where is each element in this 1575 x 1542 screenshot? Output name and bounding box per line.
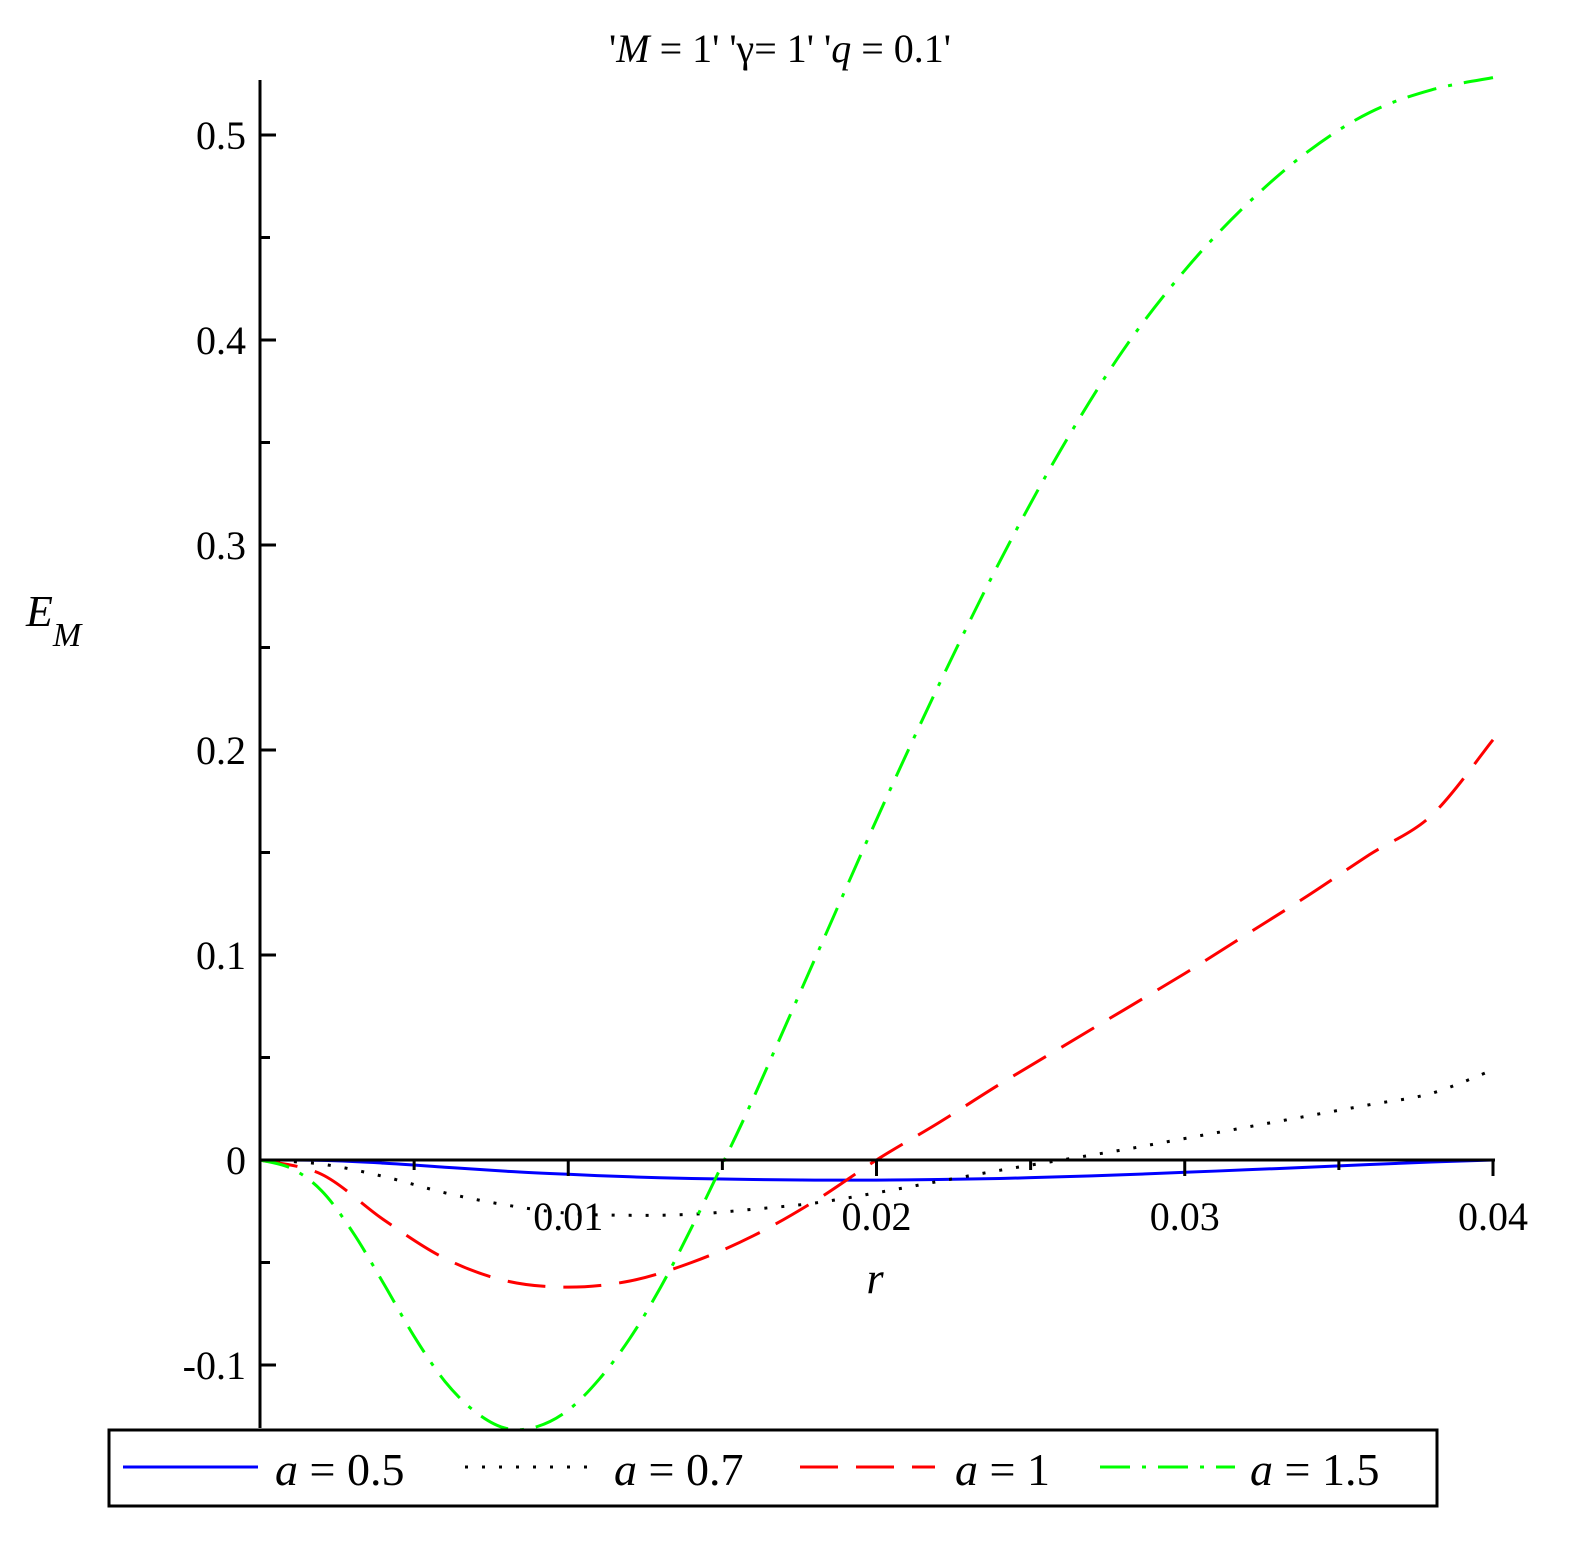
y-tick-label: 0	[226, 1138, 246, 1183]
chart-title-part: γ	[736, 26, 755, 71]
legend: a = 0.5 a = 0.7 a = 1 a = 1.5	[107, 1428, 1439, 1508]
chart-title-part: = 1' '	[650, 26, 737, 71]
plot-area	[259, 76, 1495, 1432]
legend-label-4: a = 1.5	[1250, 1444, 1379, 1495]
y-axis-label: EM	[25, 587, 83, 654]
chart-title-part: '	[609, 26, 616, 71]
x-tick-label: 0.02	[842, 1194, 912, 1239]
x-tick-label: 0.01	[533, 1194, 603, 1239]
x-ticks: 0.01 0.02 0.03 0.04	[412, 1160, 1528, 1239]
chart-title-part: = 0.1'	[851, 26, 951, 71]
y-axis-label-main: E	[25, 587, 53, 636]
x-tick-label: 0.03	[1150, 1194, 1220, 1239]
series-line-4	[259, 76, 1494, 1432]
svg-text:EM: EM	[25, 587, 83, 654]
y-tick-label: 0.4	[196, 318, 246, 363]
chart-title: 'M = 1' 'γ= 1' 'q = 0.1'	[609, 26, 951, 71]
series-line-1	[259, 1158, 1494, 1182]
y-ticks: -0.1 0 0.1 0.2 0.3 0.4 0.5	[183, 113, 276, 1388]
y-tick-label: 0.1	[196, 933, 246, 978]
chart-title-part: M	[615, 26, 652, 71]
legend-label-2: a = 0.7	[614, 1444, 743, 1495]
legend-box	[107, 1428, 1439, 1508]
x-axis-label: r	[866, 1254, 884, 1303]
y-axis-label-subscript: M	[52, 617, 83, 654]
y-tick-label: -0.1	[183, 1343, 246, 1388]
chart-title-part: q	[831, 26, 851, 71]
legend-label-3: a = 1	[955, 1444, 1050, 1495]
x-tick-label: 0.04	[1458, 1194, 1528, 1239]
chart-title-part: = 1' '	[754, 26, 831, 71]
legend-label-1: a = 0.5	[275, 1444, 404, 1495]
y-tick-label: 0.5	[196, 113, 246, 158]
y-tick-label: 0.3	[196, 523, 246, 568]
y-tick-label: 0.2	[196, 728, 246, 773]
series-line-3	[259, 738, 1495, 1289]
